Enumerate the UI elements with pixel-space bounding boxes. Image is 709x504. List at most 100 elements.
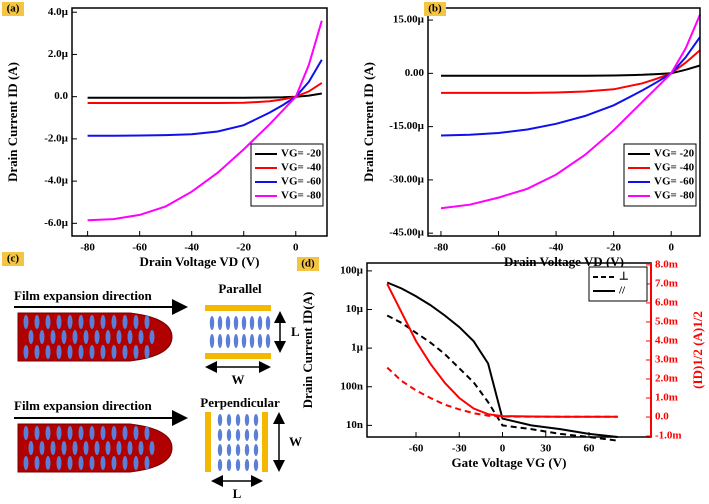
dim-text: W — [289, 434, 302, 449]
y-tick-label: -15.00µ — [389, 120, 424, 132]
diagram-text: Film expansion direction — [14, 398, 152, 413]
grain — [45, 345, 51, 359]
y2-axis-label: (ID)1/2 (A)1/2 — [690, 311, 705, 389]
grain — [225, 316, 231, 330]
panel-label: (b) — [428, 3, 442, 15]
y2-tick-label: 4.0m — [655, 334, 678, 346]
electrode — [205, 412, 211, 472]
series-line — [87, 92, 322, 99]
grain — [244, 444, 250, 456]
grain — [253, 429, 259, 441]
series-line — [87, 82, 323, 104]
dim-text: L — [291, 324, 300, 339]
grain — [67, 315, 73, 329]
x-tick-label: -40 — [184, 242, 199, 254]
series-line — [87, 20, 323, 222]
series-line — [441, 49, 701, 94]
series-line — [386, 314, 618, 442]
grain — [72, 330, 78, 344]
grain — [235, 414, 241, 426]
panel-label-box — [2, 2, 24, 16]
grain — [244, 459, 250, 471]
grain — [257, 334, 263, 348]
grain — [144, 456, 150, 470]
mode-text: Parallel — [218, 281, 262, 296]
legend-label: ⊥ — [619, 271, 629, 283]
x-tick-label: -60 — [491, 242, 506, 254]
grain — [127, 330, 133, 344]
grain — [116, 330, 122, 344]
grain — [39, 330, 45, 344]
grain — [56, 426, 62, 440]
plot-frame — [427, 7, 701, 237]
grain — [257, 316, 263, 330]
grain — [78, 315, 84, 329]
electrode — [262, 412, 268, 472]
grain — [34, 426, 40, 440]
grain — [133, 456, 139, 470]
grain — [23, 345, 29, 359]
y-tick-label: -4.0µ — [44, 175, 68, 187]
grain — [89, 426, 95, 440]
grain — [56, 345, 62, 359]
legend-label: VG= -40 — [654, 162, 695, 174]
x-tick-label: 30 — [540, 443, 552, 455]
x-tick-label: -60 — [132, 242, 147, 254]
y2-tick-label: 3.0m — [655, 354, 678, 366]
dim-text: L — [233, 486, 242, 501]
x-tick-label: -80 — [434, 242, 449, 254]
grain — [249, 334, 255, 348]
grain — [50, 441, 56, 455]
grain — [45, 315, 51, 329]
grain — [89, 345, 95, 359]
panel-label: (d) — [301, 258, 315, 270]
panel-label-box — [297, 257, 319, 271]
grain — [249, 316, 255, 330]
grain — [122, 426, 128, 440]
legend-label: VG= -20 — [281, 148, 322, 160]
grain — [45, 456, 51, 470]
grain — [253, 414, 259, 426]
grain — [209, 316, 215, 330]
x-tick-label: 0 — [500, 443, 506, 455]
grain — [34, 456, 40, 470]
grain — [67, 456, 73, 470]
grain — [100, 456, 106, 470]
grain — [78, 345, 84, 359]
grain — [100, 426, 106, 440]
grain — [111, 345, 117, 359]
series-line — [386, 366, 618, 418]
y2-tick-label: 5.0m — [655, 315, 678, 327]
grain — [209, 334, 215, 348]
grain — [217, 429, 223, 441]
y-tick-label: 0.0 — [54, 90, 68, 102]
mode-text: Perpendicular — [200, 395, 280, 410]
dim-text: W — [232, 372, 245, 387]
grain — [61, 441, 67, 455]
legend-label: // — [618, 285, 626, 297]
grain — [67, 345, 73, 359]
grain — [265, 334, 271, 348]
grain — [133, 345, 139, 359]
x-axis-label: Gate Voltage VG (V) — [452, 455, 567, 470]
x-tick-label: 60 — [584, 443, 596, 455]
grain — [78, 426, 84, 440]
grain — [133, 426, 139, 440]
grain — [45, 426, 51, 440]
grain — [244, 429, 250, 441]
grain — [94, 441, 100, 455]
y2-tick-label: 6.0m — [655, 296, 678, 308]
grain — [61, 330, 67, 344]
grain — [67, 426, 73, 440]
grain — [244, 414, 250, 426]
y-axis-label: Drain Current ID(A) — [300, 292, 315, 409]
panel-label: (c) — [7, 253, 20, 265]
grain — [23, 426, 29, 440]
grain — [56, 456, 62, 470]
y-tick-label: 10µ — [346, 303, 364, 315]
grain — [149, 330, 155, 344]
grain — [100, 345, 106, 359]
series-line — [441, 64, 701, 77]
y-tick-label: 15.00µ — [393, 14, 425, 26]
y-tick-label: 4.0µ — [48, 6, 69, 18]
